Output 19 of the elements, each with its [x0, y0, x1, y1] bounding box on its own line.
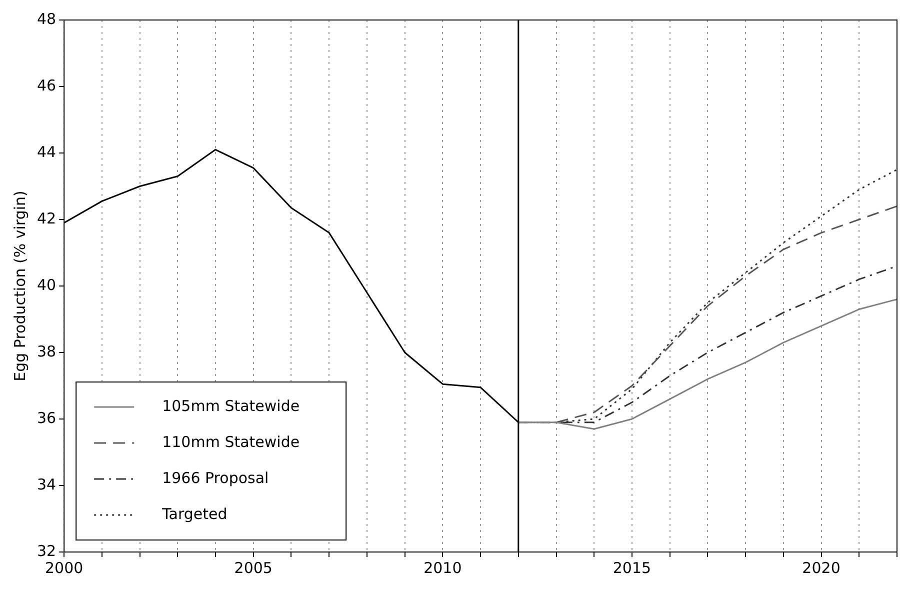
legend-label: 105mm Statewide — [162, 396, 300, 415]
legend-label: 110mm Statewide — [162, 432, 300, 451]
y-tick-label: 42 — [36, 209, 56, 228]
legend-label: 1966 Proposal — [162, 468, 269, 487]
x-tick-label: 2015 — [612, 558, 652, 577]
y-tick-label: 48 — [36, 10, 56, 28]
y-tick-label: 32 — [36, 542, 56, 560]
y-tick-label: 34 — [36, 475, 56, 494]
y-tick-label: 38 — [36, 342, 56, 360]
x-tick-label: 2005 — [234, 558, 272, 577]
x-tick-label: 2020 — [802, 558, 840, 577]
y-tick-label: 40 — [36, 276, 56, 294]
legend-label: Targeted — [161, 504, 228, 523]
y-tick-label: 46 — [36, 76, 56, 94]
y-tick-label: 44 — [36, 142, 56, 161]
x-tick-label: 2000 — [44, 558, 84, 577]
x-tick-label: 2010 — [424, 558, 462, 577]
y-tick-label: 36 — [36, 408, 56, 427]
y-axis-title: Egg Production (% virgin) — [10, 190, 29, 382]
